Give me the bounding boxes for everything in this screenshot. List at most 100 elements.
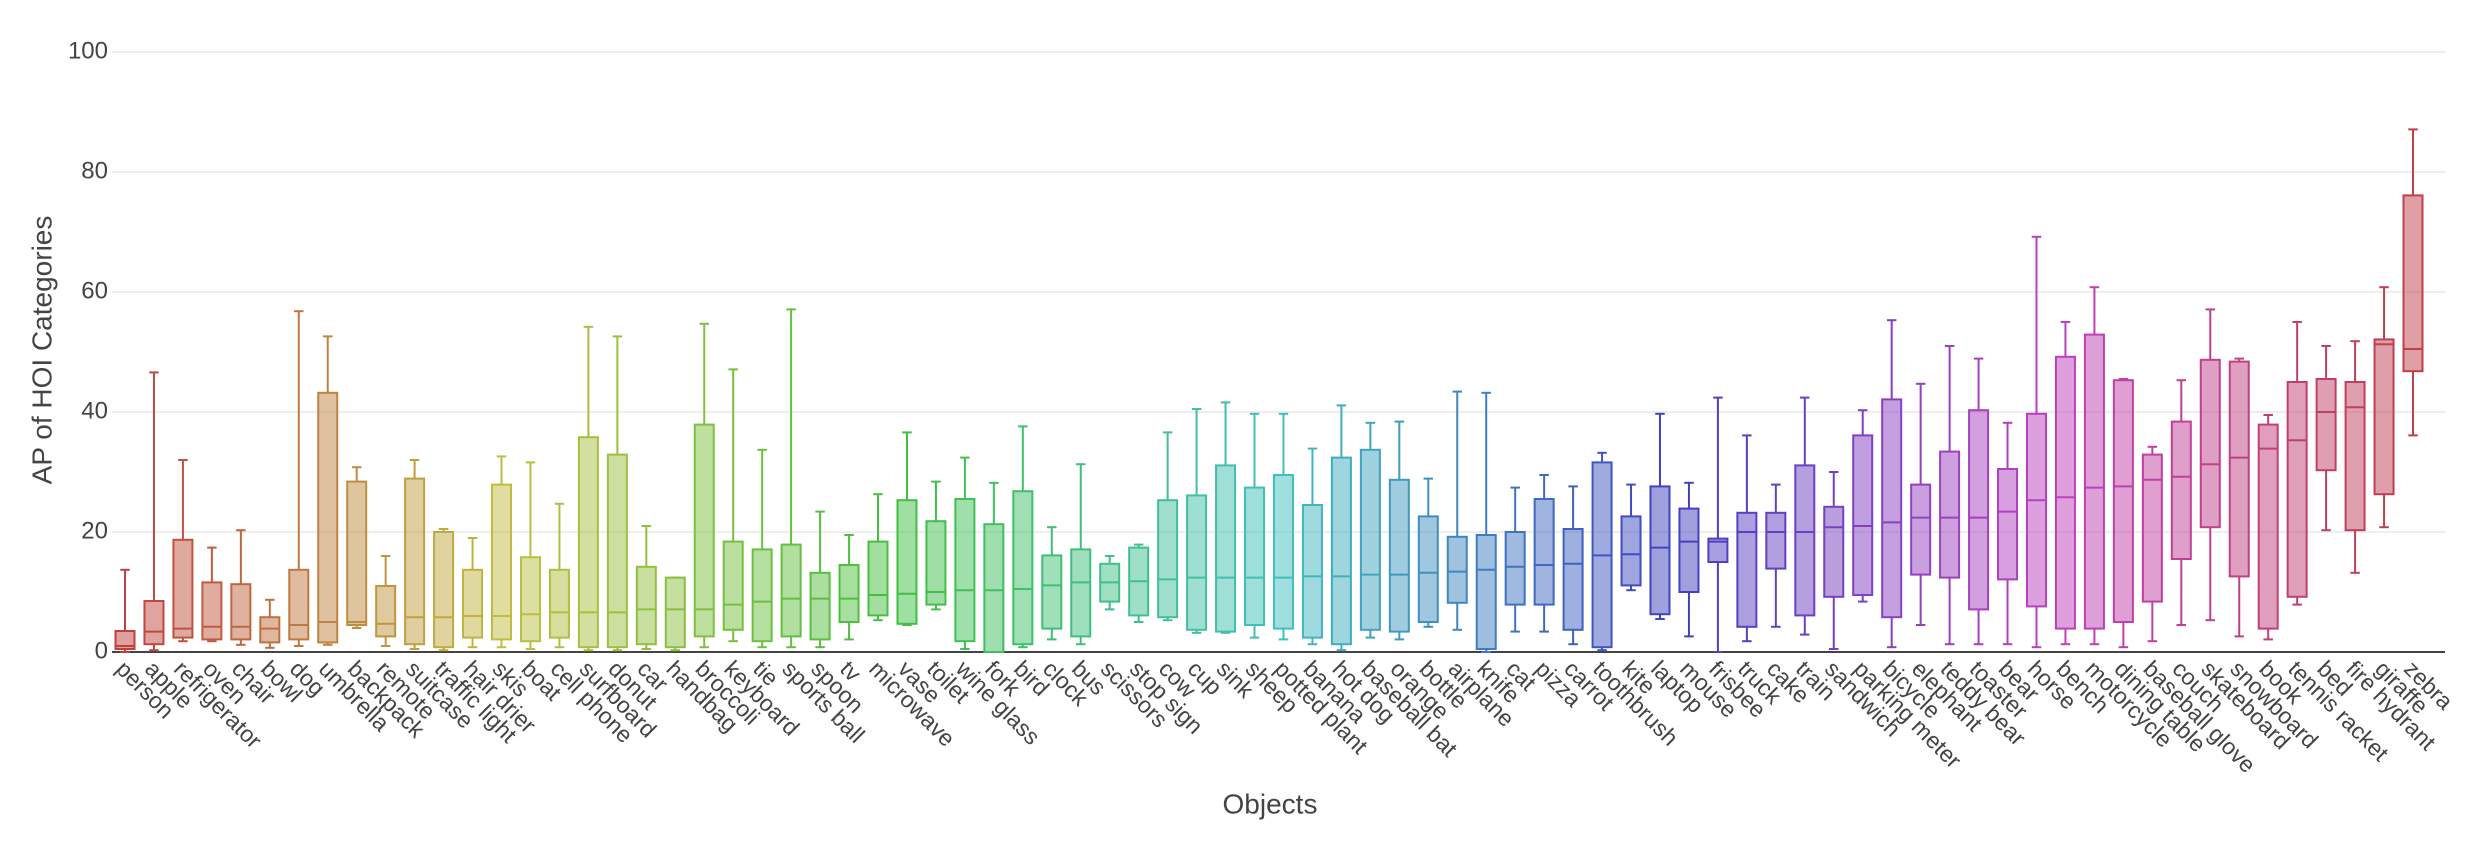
box <box>925 520 947 606</box>
box <box>751 548 773 643</box>
box-plot <box>838 534 860 641</box>
box-plot <box>1910 382 1932 626</box>
box-plot <box>635 525 657 650</box>
box-plot <box>896 431 918 626</box>
box <box>1707 537 1729 563</box>
box <box>1562 528 1584 631</box>
box-plot <box>751 448 773 649</box>
box-plot <box>925 480 947 611</box>
box-plot <box>317 335 339 646</box>
box <box>1012 490 1034 646</box>
box <box>2402 194 2424 373</box>
box-plot <box>2199 308 2221 622</box>
box-plot <box>1475 391 1497 653</box>
box <box>1359 448 1381 631</box>
box <box>2199 358 2221 529</box>
box-plot <box>722 368 744 643</box>
box-plot <box>1649 412 1671 620</box>
box <box>954 498 976 643</box>
box <box>1823 505 1845 598</box>
box <box>2170 420 2192 560</box>
box-plot <box>1244 412 1266 639</box>
box-plot <box>1215 401 1237 634</box>
box <box>519 556 541 643</box>
box-plot <box>1301 447 1323 646</box>
box <box>1215 464 1237 633</box>
box <box>809 571 831 641</box>
box-plot <box>1504 486 1526 633</box>
box-plot <box>1823 471 1845 650</box>
y-tick-label: 100 <box>68 37 108 64</box>
box <box>259 616 281 644</box>
box-plot <box>404 459 426 650</box>
box-plot <box>1359 421 1381 639</box>
box <box>577 436 599 649</box>
box-plot <box>780 308 802 649</box>
box <box>2141 453 2163 603</box>
box <box>780 543 802 638</box>
box-plot <box>1562 485 1584 646</box>
box <box>201 581 223 641</box>
box <box>1765 511 1787 570</box>
box-plot <box>1852 409 1874 603</box>
box-plot <box>1533 474 1555 633</box>
box <box>433 531 455 649</box>
box-plot <box>606 335 628 652</box>
box <box>1736 511 1758 628</box>
box <box>2344 381 2366 532</box>
box-plot <box>577 325 599 652</box>
box-plot <box>519 461 541 650</box>
y-tick-label: 40 <box>81 397 108 424</box>
box <box>2025 412 2047 608</box>
box <box>288 568 310 641</box>
box <box>1070 548 1092 638</box>
box <box>1417 515 1439 624</box>
box <box>1852 434 1874 596</box>
box <box>1649 485 1671 616</box>
y-tick-label: 60 <box>81 277 108 304</box>
box <box>1794 464 1816 617</box>
box-plot <box>1939 345 1961 646</box>
box-plot <box>2112 378 2134 649</box>
y-tick-label: 20 <box>81 517 108 544</box>
box-plot <box>867 493 889 622</box>
box <box>1620 515 1642 587</box>
box <box>375 585 397 638</box>
box <box>693 423 715 638</box>
box <box>143 600 165 646</box>
box <box>1997 468 2019 581</box>
box-plot <box>1765 483 1787 628</box>
box-plot <box>1070 463 1092 646</box>
box <box>1504 531 1526 606</box>
box-plot <box>2228 357 2250 638</box>
box-plot <box>433 528 455 652</box>
box-plot <box>491 455 513 649</box>
box <box>838 564 860 623</box>
box-plot <box>346 466 368 629</box>
box-plot <box>1388 420 1410 641</box>
box <box>1910 483 1932 576</box>
box <box>1041 554 1063 630</box>
box <box>2373 338 2395 496</box>
box-plot <box>548 502 570 649</box>
box-plot <box>1881 319 1903 649</box>
box-plot <box>2286 321 2308 606</box>
y-tick-label: 0 <box>95 637 108 664</box>
box <box>404 477 426 646</box>
box <box>1968 409 1990 611</box>
box <box>1533 498 1555 606</box>
box-plot <box>1707 396 1729 653</box>
box <box>1881 398 1903 619</box>
box <box>1678 507 1700 594</box>
box-plot <box>114 568 136 653</box>
box <box>172 538 194 639</box>
box-plot <box>1157 431 1179 622</box>
box <box>317 391 339 644</box>
box-plot <box>1736 434 1758 643</box>
box <box>1330 456 1352 646</box>
box <box>1244 486 1266 626</box>
box <box>1939 450 1961 579</box>
box-plot <box>693 322 715 649</box>
box <box>2286 381 2308 598</box>
